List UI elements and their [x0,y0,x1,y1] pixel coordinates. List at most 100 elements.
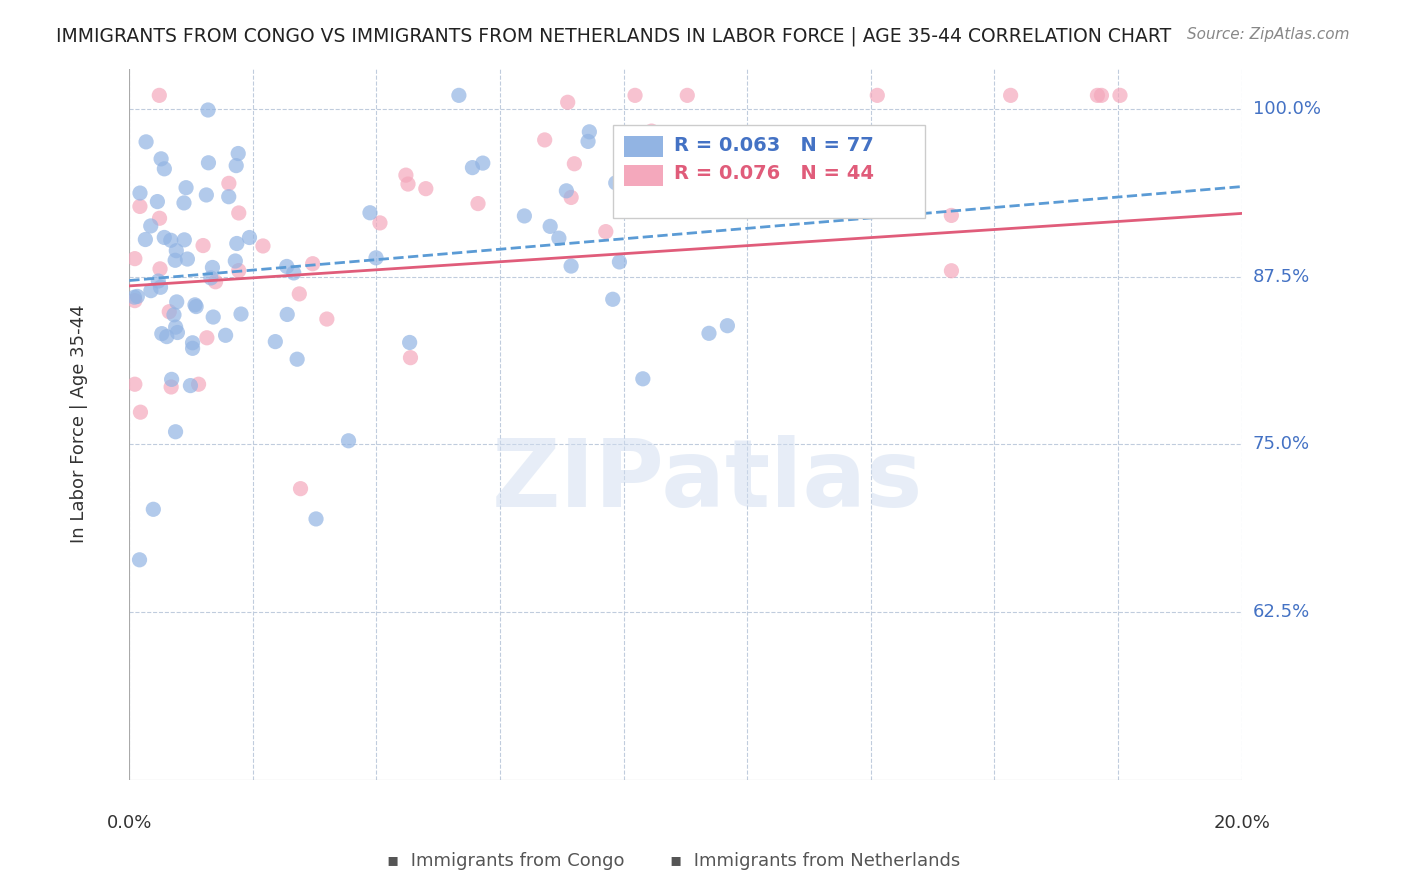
Point [224,254,246,268]
Point [146,194,169,209]
Point [165,244,187,258]
Point [149,261,172,276]
Text: 75.0%: 75.0% [1253,435,1310,453]
Point [654,143,676,157]
Point [721,154,744,169]
Point [153,230,176,244]
Point [176,252,198,266]
FancyBboxPatch shape [613,126,925,218]
Point [166,326,188,340]
Point [557,95,579,110]
Text: 87.5%: 87.5% [1253,268,1310,285]
Text: In Labor Force | Age 35-44: In Labor Force | Age 35-44 [70,305,89,543]
Point [165,253,187,268]
Point [276,260,298,274]
Point [181,342,204,356]
Point [139,284,162,298]
Point [150,326,173,341]
Point [467,196,489,211]
Point [697,326,720,341]
Point [173,233,195,247]
Point [396,177,419,191]
Point [238,230,260,244]
Point [129,199,152,213]
Text: 62.5%: 62.5% [1253,603,1310,621]
Point [229,307,252,321]
Point [276,308,298,322]
Point [184,300,207,314]
Point [252,239,274,253]
Point [204,275,226,289]
Point [159,233,181,247]
Point [128,553,150,567]
Point [214,328,236,343]
Point [595,225,617,239]
Point [471,156,494,170]
Point [676,88,699,103]
Point [576,135,599,149]
Point [163,308,186,322]
Point [283,266,305,280]
Point [200,271,222,285]
Point [129,186,152,200]
Point [555,184,578,198]
Point [156,329,179,343]
Text: Source: ZipAtlas.com: Source: ZipAtlas.com [1187,27,1350,42]
Point [218,190,240,204]
Text: 100.0%: 100.0% [1253,100,1320,118]
Point [225,236,247,251]
Point [195,331,218,345]
Point [533,133,555,147]
Point [1090,88,1112,103]
Point [301,257,323,271]
Point [226,146,249,161]
Bar [624,136,664,157]
Point [173,195,195,210]
Point [941,209,963,223]
Point [640,124,662,138]
Text: R = 0.063   N = 77: R = 0.063 N = 77 [675,136,875,155]
Point [148,88,170,103]
Point [609,255,631,269]
Point [165,425,187,439]
Point [218,177,240,191]
Point [228,263,250,277]
Point [288,286,311,301]
Point [174,180,197,194]
Point [941,264,963,278]
Point [191,238,214,252]
Text: ZIPatlas: ZIPatlas [492,435,924,527]
Point [179,378,201,392]
Point [148,211,170,226]
Point [290,482,312,496]
Point [716,318,738,333]
Point [124,290,146,304]
Point [127,289,149,303]
Point [808,127,831,141]
Point [547,231,569,245]
Point [150,152,173,166]
Point [560,190,582,204]
Point [866,88,889,103]
Point [166,294,188,309]
Point [202,310,225,324]
Point [225,159,247,173]
Point [134,233,156,247]
Text: IMMIGRANTS FROM CONGO VS IMMIGRANTS FROM NETHERLANDS IN LABOR FORCE | AGE 35-44 : IMMIGRANTS FROM CONGO VS IMMIGRANTS FROM… [56,27,1171,46]
Point [461,161,484,175]
Point [165,320,187,334]
Point [135,135,157,149]
Point [139,219,162,233]
Point [285,352,308,367]
Point [602,293,624,307]
Point [564,157,586,171]
Point [149,280,172,294]
Point [201,260,224,275]
Point [148,274,170,288]
Point [624,88,647,103]
Point [447,88,470,103]
Point [157,304,180,318]
Point [395,168,418,182]
Point [578,125,600,139]
Text: 0.0%: 0.0% [107,814,152,832]
